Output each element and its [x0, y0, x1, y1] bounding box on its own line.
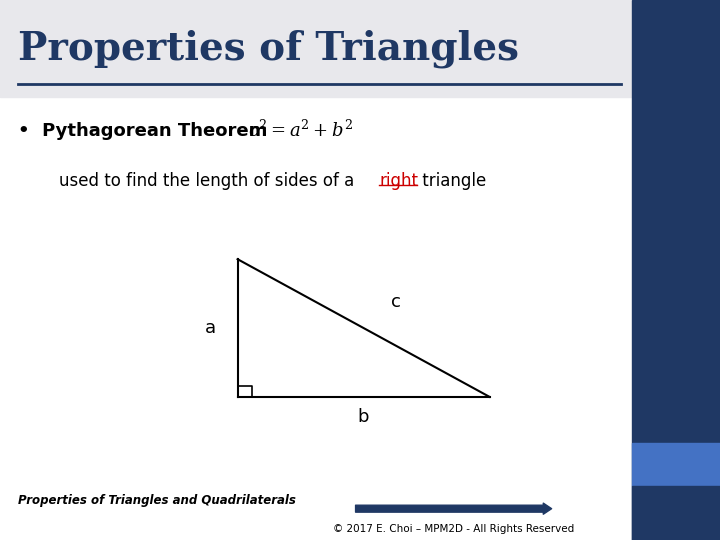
- Text: Properties of Triangles: Properties of Triangles: [18, 30, 519, 68]
- Bar: [632, 443, 720, 486]
- Text: b: b: [358, 408, 369, 427]
- Bar: [632, 486, 720, 540]
- Text: right: right: [379, 172, 418, 190]
- Text: c: c: [391, 293, 401, 311]
- Text: •  Pythagorean Theorem: • Pythagorean Theorem: [18, 122, 267, 139]
- FancyArrowPatch shape: [356, 503, 552, 514]
- Text: used to find the length of sides of a: used to find the length of sides of a: [59, 172, 359, 190]
- Text: a: a: [204, 319, 216, 337]
- Text: triangle: triangle: [417, 172, 486, 190]
- Text: Properties of Triangles and Quadrilaterals: Properties of Triangles and Quadrilatera…: [18, 494, 296, 507]
- Text: $c^2 = a^2 + b^2$: $c^2 = a^2 + b^2$: [248, 120, 354, 141]
- Text: © 2017 E. Choi – MPM2D - All Rights Reserved: © 2017 E. Choi – MPM2D - All Rights Rese…: [333, 524, 575, 534]
- Bar: [632, 0, 720, 540]
- Bar: [0, 0, 632, 97]
